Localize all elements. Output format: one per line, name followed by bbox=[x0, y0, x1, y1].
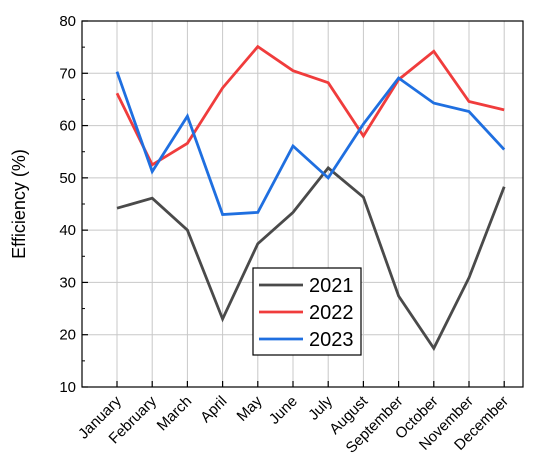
y-axis-title: Efficiency (%) bbox=[9, 149, 29, 259]
series-line-2023 bbox=[115, 71, 506, 216]
legend-label-2021: 2021 bbox=[309, 275, 354, 297]
series-lines bbox=[115, 44, 506, 352]
x-tick-label: March bbox=[154, 393, 195, 434]
legend-label-2023: 2023 bbox=[309, 329, 354, 351]
x-tick-label: May bbox=[234, 392, 266, 424]
y-tick-label: 50 bbox=[59, 170, 76, 187]
legend: 2021 2022 2023 bbox=[252, 267, 362, 356]
y-tick-label: 40 bbox=[59, 222, 76, 239]
legend-label-2022: 2022 bbox=[309, 302, 354, 324]
y-tick-label: 20 bbox=[59, 327, 76, 344]
series-line-2022 bbox=[115, 44, 505, 167]
series-line-2021 bbox=[116, 165, 506, 352]
y-tick-label: 10 bbox=[59, 379, 76, 396]
y-tick-label: 80 bbox=[59, 13, 76, 30]
x-tick-label: April bbox=[197, 393, 230, 426]
y-tick-label: 70 bbox=[59, 65, 76, 82]
y-tick-label: 60 bbox=[59, 118, 76, 135]
x-tick-label: June bbox=[266, 393, 301, 428]
y-tick-label: 30 bbox=[59, 274, 76, 291]
